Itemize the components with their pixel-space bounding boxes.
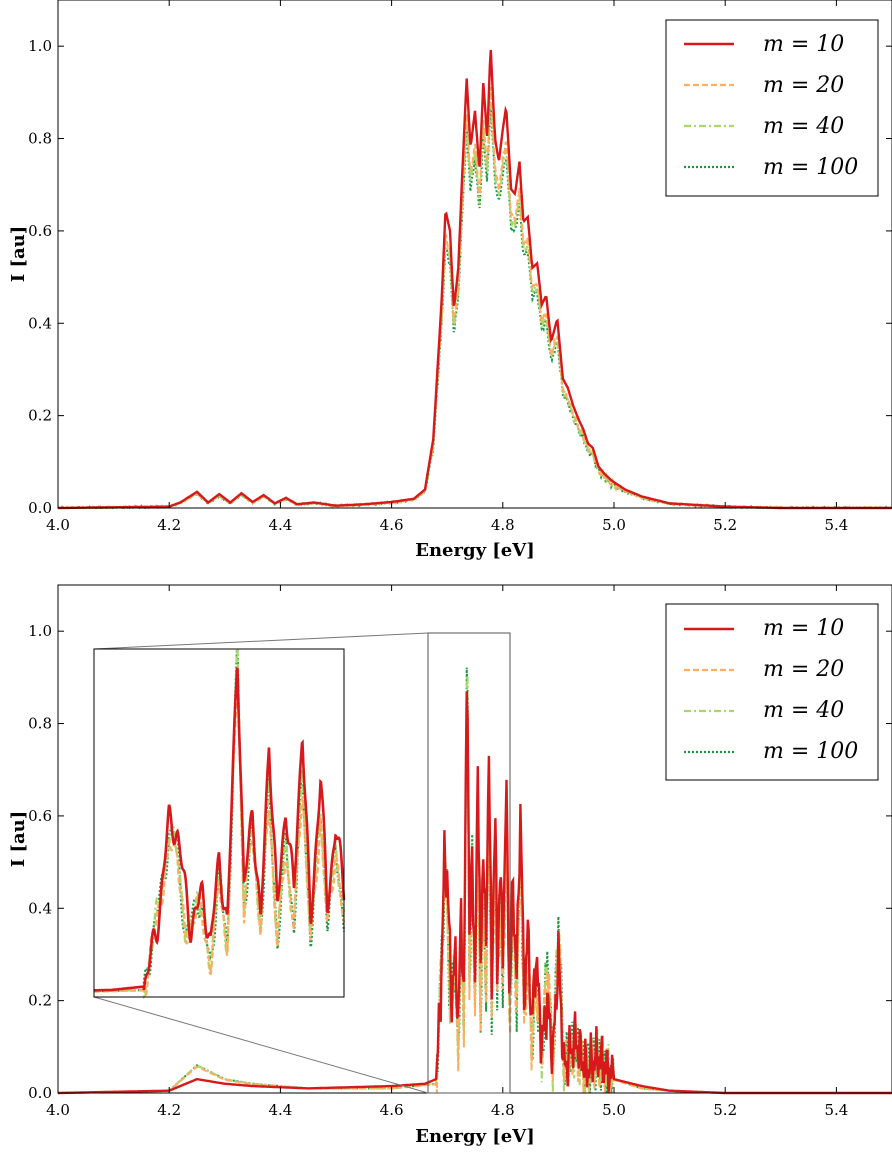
x-tick-label: 5.4	[824, 516, 848, 534]
y-tick-label: 1.0	[28, 37, 52, 55]
legend-label-m100: m = 100	[763, 739, 858, 764]
y-tick-label: 0.4	[28, 899, 52, 917]
y-tick-label: 0.0	[28, 499, 52, 517]
inset-connector-bottom	[93, 996, 429, 1094]
x-tick-label: 4.2	[157, 516, 181, 534]
legend-box-bottom	[665, 603, 879, 781]
legend-label-m20: m = 20	[763, 657, 844, 682]
x-tick-label: 4.8	[491, 1101, 515, 1119]
x-tick-label: 5.2	[713, 1101, 737, 1119]
x-tick-label: 4.6	[380, 1101, 404, 1119]
x-axis-label-bottom: Energy [eV]	[415, 1126, 535, 1147]
y-tick-label: 0.6	[28, 222, 52, 240]
inset-connector-top	[93, 632, 429, 650]
x-axis-label-top: Energy [eV]	[415, 540, 535, 561]
y-tick-label: 0.8	[28, 715, 52, 733]
y-tick-label: 0.6	[28, 807, 52, 825]
y-tick-label: 0.0	[28, 1084, 52, 1102]
x-tick-label: 5.2	[713, 516, 737, 534]
inset-series-m10	[94, 666, 346, 992]
x-tick-label: 4.2	[157, 1101, 181, 1119]
x-tick-label: 4.8	[491, 516, 515, 534]
legend-label-m40: m = 40	[763, 114, 844, 139]
x-tick-label: 4.4	[268, 1101, 292, 1119]
x-tick-label: 5.0	[602, 1101, 626, 1119]
y-axis-label-bottom: I [au]	[8, 811, 29, 867]
y-tick-label: 0.4	[28, 314, 52, 332]
chart-bottom: 4.0 4.2 4.4 4.6 4.8 5.0 5.2 5.4 0.0 0.2 0.4 0.6 0.8 1…	[8, 584, 892, 1147]
x-tick-label: 5.0	[602, 516, 626, 534]
y-axis-label-top: I [au]	[8, 226, 29, 282]
legend-top: m = 10 m = 20 m = 40 m = 100	[665, 19, 879, 197]
series-line-m10	[58, 49, 892, 510]
series-line-m20	[58, 716, 892, 1094]
x-tick-label: 4.4	[268, 516, 292, 534]
legend-bottom: m = 10 m = 20 m = 40 m = 100	[665, 603, 879, 781]
x-tick-label: 4.6	[380, 516, 404, 534]
y-tick-label: 0.2	[28, 992, 52, 1010]
inset-frame	[93, 648, 345, 998]
legend-label-m10: m = 10	[763, 32, 844, 57]
y-tick-label: 0.2	[28, 407, 52, 425]
inset-series-m20	[94, 679, 346, 997]
y-tick-label: 1.0	[28, 622, 52, 640]
legend-label-m20: m = 20	[763, 73, 844, 98]
legend-label-m40: m = 40	[763, 698, 844, 723]
chart-top: 4.0 4.2 4.4 4.6 4.8 5.0 5.2 5.4 0.0 0.2 0.4 0.6 0.8 1…	[8, 0, 892, 561]
legend-label-m10: m = 10	[763, 616, 844, 641]
axes-frame-top	[57, 0, 892, 509]
inset-zoom-panel	[93, 647, 346, 1000]
x-tick-label: 5.4	[824, 1101, 848, 1119]
x-tick-label: 4.0	[46, 516, 70, 534]
legend-label-m100: m = 100	[763, 155, 858, 180]
y-tick-label: 0.8	[28, 130, 52, 148]
zoom-region-box	[427, 632, 511, 1094]
x-tick-label: 4.0	[46, 1101, 70, 1119]
